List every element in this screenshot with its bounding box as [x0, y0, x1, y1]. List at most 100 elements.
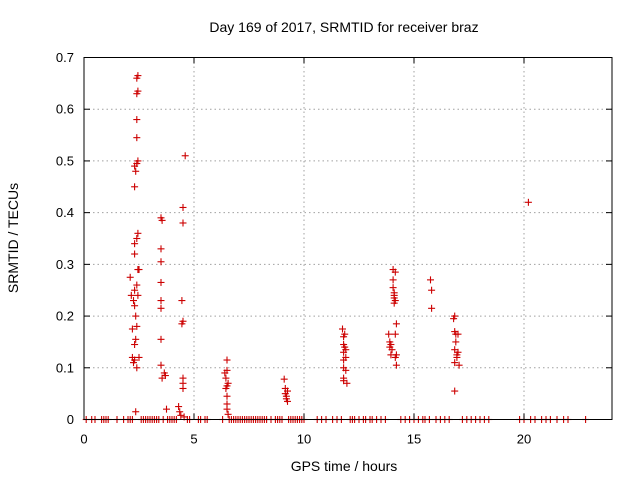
data-point: [179, 317, 187, 325]
y-tick-label: 0.2: [56, 309, 74, 324]
data-point: [342, 346, 350, 354]
data-point: [179, 384, 187, 392]
data-point: [455, 361, 463, 369]
data-point: [181, 152, 189, 160]
data-point: [128, 325, 136, 333]
data-point: [132, 335, 140, 343]
data-point: [222, 374, 230, 382]
ticks-layer: 0 0.1 0.2 0.3 0.4 0.5 0.6 0.7 0 5 10 15 20: [56, 50, 612, 447]
data-point: [133, 281, 141, 289]
data-point: [223, 405, 231, 413]
y-tick-label: 0.5: [56, 153, 74, 168]
data-point: [524, 198, 532, 206]
data-point: [342, 366, 350, 374]
data-point: [454, 348, 462, 356]
data-point: [176, 408, 184, 416]
y-tick-label: 0.3: [56, 257, 74, 272]
data-point: [392, 361, 400, 369]
data-point: [161, 372, 169, 380]
data-point: [223, 356, 231, 364]
data-point: [223, 366, 231, 374]
data-point: [157, 245, 165, 253]
data-point: [391, 330, 399, 338]
data-point: [131, 356, 139, 364]
data-point: [390, 291, 398, 299]
data-point: [341, 330, 349, 338]
data-point: [135, 353, 143, 361]
data-point: [343, 379, 351, 387]
data-point: [389, 276, 397, 284]
data-point: [388, 346, 396, 354]
data-point: [391, 297, 399, 305]
data-point: [131, 183, 139, 191]
data-point: [134, 229, 142, 237]
data-point: [451, 387, 459, 395]
data-point: [134, 87, 142, 95]
data-point: [452, 338, 460, 346]
data-point: [133, 322, 141, 330]
data-point: [131, 302, 139, 310]
x-tick-label: 15: [407, 432, 421, 447]
data-point: [127, 291, 135, 299]
data-point: [157, 335, 165, 343]
data-point: [134, 72, 142, 80]
data-point: [280, 375, 288, 383]
data-point: [133, 235, 141, 242]
data-point: [157, 304, 165, 312]
data-point: [132, 167, 140, 175]
data-point: [224, 410, 232, 418]
data-point: [339, 325, 346, 333]
data-point: [126, 273, 134, 281]
grid-layer: [84, 57, 612, 420]
data-point: [131, 250, 139, 258]
data-point: [387, 341, 395, 349]
data-point: [385, 330, 393, 338]
data-point: [223, 392, 231, 400]
data-point: [392, 351, 400, 359]
data-point: [427, 276, 434, 284]
data-point: [177, 411, 185, 419]
data-point: [454, 330, 462, 338]
data-point: [389, 284, 397, 292]
data-point: [392, 320, 400, 328]
y-tick-label: 0.7: [56, 50, 74, 65]
data-point: [131, 286, 139, 294]
data-point: [453, 353, 461, 361]
data-point: [178, 297, 186, 305]
data-point: [157, 258, 165, 266]
y-tick-label: 0.4: [56, 205, 74, 220]
y-tick-label: 0.1: [56, 360, 74, 375]
data-point: [131, 341, 139, 349]
x-axis-label: GPS time / hours: [291, 458, 398, 474]
chart-title: Day 169 of 2017, SRMTID for receiver bra…: [209, 19, 478, 35]
data-point: [133, 116, 141, 124]
data-point: [163, 405, 170, 413]
data-point: [158, 216, 166, 224]
y-tick-label: 0.6: [56, 102, 74, 117]
x-tick-label: 5: [190, 432, 197, 447]
data-point: [428, 286, 436, 294]
data-point: [428, 304, 436, 312]
data-point: [179, 219, 187, 227]
data-point: [175, 403, 183, 411]
data-point: [451, 359, 459, 367]
data-point: [391, 268, 399, 276]
x-tick-label: 0: [80, 432, 87, 447]
data-point: [132, 408, 140, 416]
x-tick-label: 20: [517, 432, 531, 447]
data-point: [133, 134, 141, 142]
data-point: [135, 266, 143, 274]
y-axis-label: SRMTID / TECUs: [5, 183, 21, 293]
data-point: [179, 203, 187, 211]
data-point: [451, 312, 459, 320]
data-point: [157, 361, 165, 369]
data-point: [284, 397, 291, 405]
data-point: [131, 240, 139, 248]
data-point: [284, 387, 291, 395]
data-point: [132, 312, 140, 320]
data-point: [134, 291, 142, 299]
points-layer: [82, 72, 590, 423]
x-tick-label: 10: [297, 432, 311, 447]
data-point: [342, 353, 350, 361]
